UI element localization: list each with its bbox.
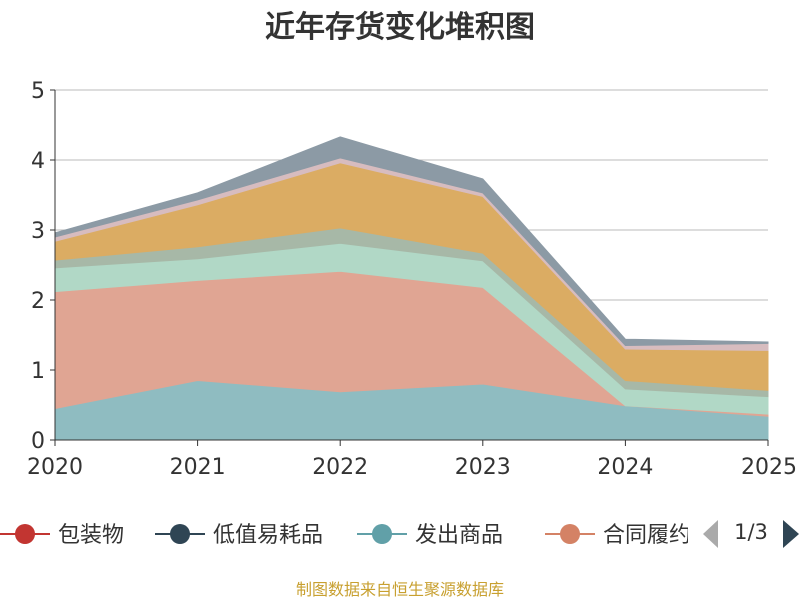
- chart-title: 近年存货变化堆积图: [265, 10, 535, 45]
- legend-item[interactable]: 合同履约: [545, 523, 691, 548]
- y-tick-label: 1: [31, 359, 45, 384]
- y-tick-label: 5: [31, 79, 45, 104]
- y-tick-label: 4: [31, 149, 45, 174]
- legend[interactable]: 包装物 低值易耗品 发出商品 合同履约 1/3: [0, 515, 800, 555]
- legend-label: 发出商品: [415, 523, 503, 548]
- legend-item[interactable]: 低值易耗品: [155, 523, 323, 548]
- legend-prev-page-icon[interactable]: [703, 520, 718, 548]
- legend-next-page-icon[interactable]: [783, 520, 799, 548]
- x-tick-label: 2021: [170, 455, 226, 480]
- x-tick-label: 2022: [312, 455, 368, 480]
- y-tick-label: 3: [31, 219, 45, 244]
- x-tick-label: 2025: [741, 455, 797, 480]
- x-tick-label: 2020: [27, 455, 83, 480]
- legend-item[interactable]: 发出商品: [357, 523, 503, 548]
- area-series-7: [54, 136, 769, 347]
- legend-label: 合同履约: [603, 523, 691, 548]
- legend-marker-icon: [170, 524, 190, 544]
- stacked-areas: [54, 136, 769, 441]
- legend-marker-icon: [560, 524, 580, 544]
- x-tick-label: 2023: [455, 455, 511, 480]
- source-note: 制图数据来自恒生聚源数据库: [296, 580, 504, 599]
- legend-item[interactable]: 包装物: [0, 523, 124, 548]
- legend-page-indicator: 1/3: [734, 520, 768, 544]
- axes: 0 1 2 3 4 5 2020 2021 2022 2023 2024 2025: [27, 79, 797, 480]
- y-tick-label: 2: [31, 289, 45, 314]
- legend-label: 低值易耗品: [213, 523, 323, 548]
- legend-marker-icon: [15, 524, 35, 544]
- legend-label: 包装物: [58, 523, 124, 548]
- x-tick-label: 2024: [597, 455, 653, 480]
- y-tick-label: 0: [31, 429, 45, 454]
- legend-marker-icon: [372, 524, 392, 544]
